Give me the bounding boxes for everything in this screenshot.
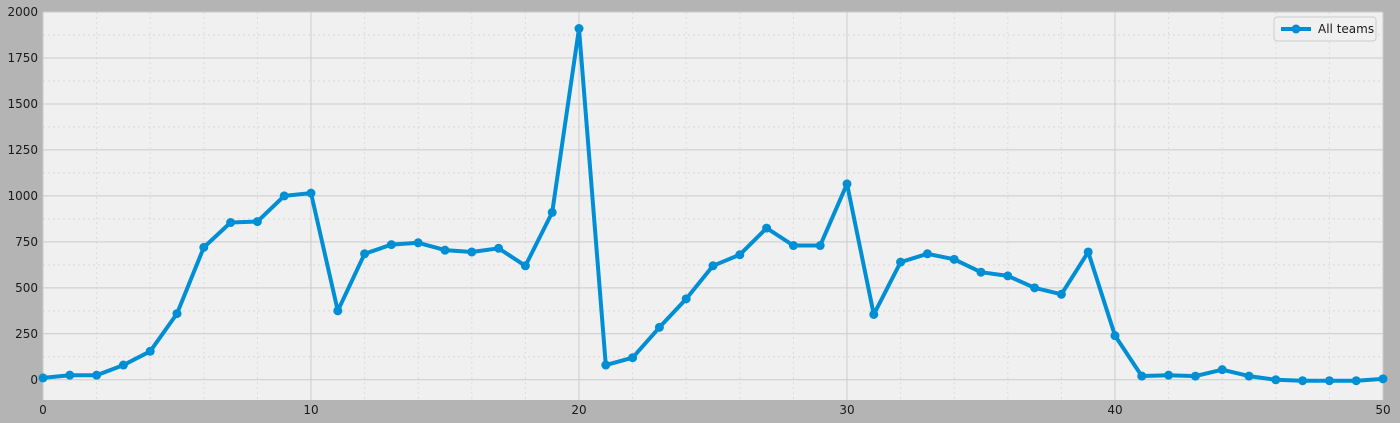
data-point xyxy=(869,309,879,319)
data-point xyxy=(1110,331,1120,341)
y-tick-label: 2000 xyxy=(7,5,38,19)
y-tick-label: 1000 xyxy=(7,189,38,203)
x-tick-label: 10 xyxy=(303,403,318,417)
legend-marker xyxy=(1291,24,1301,34)
data-point xyxy=(306,188,316,198)
y-tick-label: 0 xyxy=(30,373,38,387)
data-point xyxy=(762,223,772,233)
data-point xyxy=(1324,376,1334,386)
data-point xyxy=(65,370,75,380)
data-point xyxy=(1271,375,1281,385)
x-tick-label: 40 xyxy=(1107,403,1122,417)
data-point xyxy=(842,179,852,189)
data-point xyxy=(1137,371,1147,381)
data-point xyxy=(38,373,48,383)
x-tick-label: 20 xyxy=(571,403,586,417)
y-tick-label: 750 xyxy=(15,235,38,249)
data-point xyxy=(1298,376,1308,386)
series-layer xyxy=(38,24,1388,386)
data-point xyxy=(1030,283,1040,293)
x-tick-label: 30 xyxy=(839,403,854,417)
data-point xyxy=(574,24,584,34)
data-point xyxy=(681,294,691,304)
y-tick-label: 500 xyxy=(15,281,38,295)
data-point xyxy=(949,254,959,264)
data-point xyxy=(333,306,343,316)
data-point xyxy=(628,353,638,363)
data-point xyxy=(1003,271,1013,281)
data-point xyxy=(279,191,289,201)
data-point xyxy=(1378,374,1388,384)
y-tick-label: 1500 xyxy=(7,97,38,111)
y-tick-label: 1750 xyxy=(7,51,38,65)
data-point xyxy=(654,322,664,332)
data-point xyxy=(788,241,798,251)
data-point xyxy=(118,360,128,370)
tick-labels: 0 250 500 750 1000 1250 1500 1750 2000 0 10 20 30 40 5… xyxy=(7,5,1390,417)
legend: All teams xyxy=(1273,16,1377,42)
data-point xyxy=(896,257,906,267)
data-point xyxy=(494,243,504,253)
y-tick-label: 1250 xyxy=(7,143,38,157)
data-point xyxy=(1351,376,1361,386)
data-point xyxy=(172,309,182,319)
data-point xyxy=(413,238,423,248)
data-point xyxy=(226,218,236,228)
grid xyxy=(42,11,1384,400)
plot-area xyxy=(43,12,1383,400)
x-tick-label: 50 xyxy=(1375,403,1390,417)
data-point xyxy=(440,245,450,255)
data-point xyxy=(547,207,557,217)
data-point xyxy=(1217,365,1227,375)
data-point xyxy=(922,249,932,259)
data-point xyxy=(520,261,530,271)
data-point xyxy=(976,267,986,277)
data-point xyxy=(1056,289,1066,299)
data-point xyxy=(252,217,262,227)
data-point xyxy=(815,241,825,251)
data-point xyxy=(92,370,102,380)
data-point xyxy=(1244,371,1254,381)
data-point xyxy=(145,346,155,356)
legend-box xyxy=(1273,16,1377,42)
data-point xyxy=(735,250,745,260)
y-tick-label: 250 xyxy=(15,327,38,341)
data-point xyxy=(601,360,611,370)
legend-label: All teams xyxy=(1318,22,1374,36)
data-point xyxy=(708,261,718,271)
data-point xyxy=(386,240,396,250)
x-tick-label: 0 xyxy=(39,403,47,417)
data-point xyxy=(360,249,370,259)
data-point xyxy=(467,247,477,257)
data-point xyxy=(199,242,209,252)
data-point xyxy=(1083,247,1093,257)
data-point xyxy=(1164,370,1174,380)
data-point xyxy=(1190,371,1200,381)
